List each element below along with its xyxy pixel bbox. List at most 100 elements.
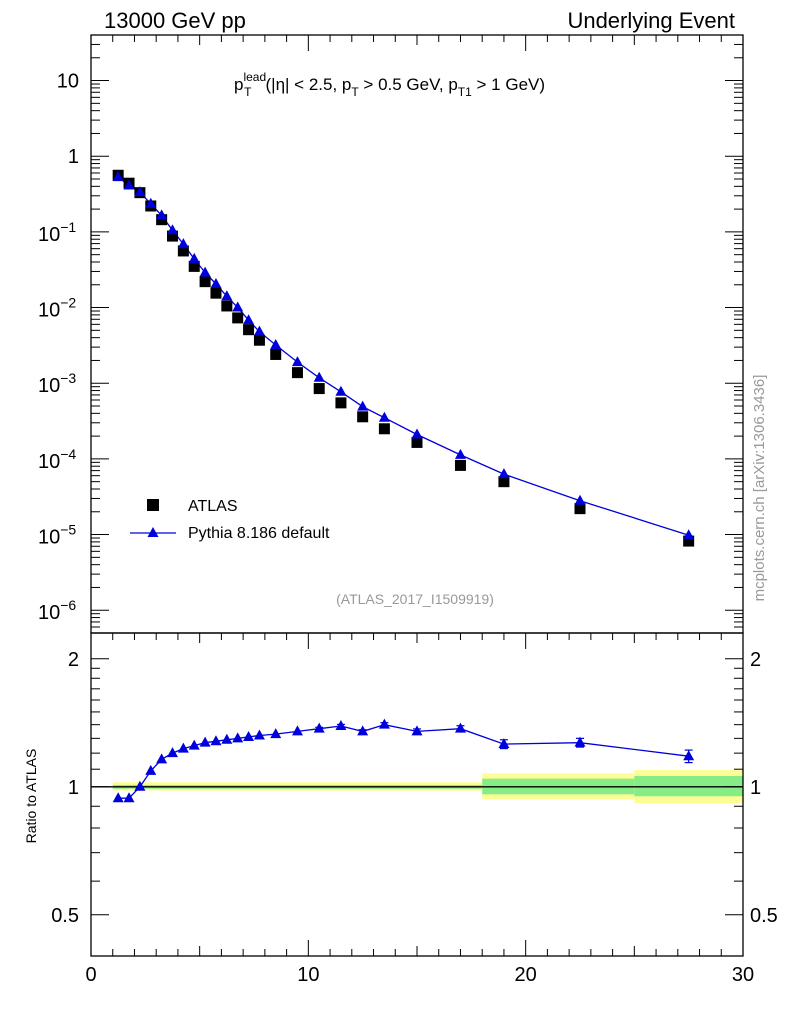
mc-data-point	[145, 197, 157, 208]
mc-data-point	[335, 385, 347, 396]
atlas-data-point	[156, 214, 168, 226]
main-y-tick-label: 10−6	[38, 597, 76, 624]
ratio-y-tick-label: 1	[68, 777, 79, 799]
atlas-data-point	[167, 230, 178, 242]
ratio-mc-point	[378, 718, 390, 729]
mc-data-point	[188, 252, 200, 263]
atlas-data-point	[335, 397, 347, 409]
ratio-mc-point	[134, 780, 146, 791]
mc-data-point	[574, 494, 586, 505]
mc-data-point	[313, 371, 325, 382]
atlas-data-point	[188, 260, 200, 272]
ratio-mc-point	[574, 736, 586, 747]
mc-data-point	[243, 314, 255, 325]
main-y-tick-label: 10−3	[38, 370, 76, 397]
mc-data-point	[167, 224, 178, 235]
atlas-data-point	[199, 276, 211, 288]
ratio-mc-point	[270, 728, 282, 739]
legend-mc-label: Pythia 8.186 default	[188, 525, 330, 542]
main-y-tick-label: 10	[57, 71, 79, 93]
atlas-data-point	[291, 367, 303, 379]
ratio-mc-point	[123, 792, 135, 803]
mc-data-point	[210, 277, 222, 288]
mc-data-point	[112, 171, 124, 182]
ratio-mc-point	[313, 722, 325, 733]
ratio-mc-point	[221, 733, 233, 744]
header-left-label: 13000 GeV pp	[104, 8, 246, 33]
x-tick-label: 20	[515, 964, 537, 986]
atlas-data-point	[243, 324, 255, 336]
ratio-mc-point	[199, 736, 211, 747]
ratio-y-tick-label-right: 1	[750, 777, 761, 799]
ratio-mc-point	[253, 729, 265, 740]
ratio-mc-point	[232, 732, 244, 743]
atlas-data-point	[683, 535, 695, 547]
atlas-data-point	[454, 459, 466, 471]
mc-data-point	[357, 400, 369, 411]
atlas-data-point	[411, 436, 423, 448]
mc-data-point	[291, 356, 303, 367]
mc-data-point	[270, 338, 282, 349]
ratio-mc-point	[357, 725, 369, 736]
main-panel-frame	[90, 34, 744, 634]
ratio-mc-point	[156, 753, 168, 764]
atlas-data-point	[253, 334, 265, 346]
ratio-y-tick-label-right: 2	[750, 649, 761, 671]
ratio-mc-point	[454, 722, 466, 733]
ratio-y-tick-label: 2	[68, 649, 79, 671]
ratio-mc-point	[335, 719, 347, 730]
side-source-label: mcplots.cern.ch [arXiv:1306.3436]	[751, 375, 768, 602]
legend: ATLAS Pythia 8.186 default	[130, 498, 330, 542]
ratio-y-axis-label: Ratio to ATLAS	[23, 749, 39, 844]
atlas-data-point	[378, 423, 390, 435]
mc-data-point	[498, 468, 510, 479]
atlas-data-point	[270, 348, 282, 360]
atlas-data-point	[574, 503, 586, 515]
ratio-mc-point	[411, 725, 423, 736]
ratio-mc-point	[167, 747, 178, 758]
atlas-data-point	[177, 245, 189, 257]
atlas-data-point	[498, 476, 510, 488]
atlas-data-point	[357, 411, 369, 423]
mc-series-line	[117, 176, 689, 536]
main-y-tick-label: 10−5	[38, 522, 76, 549]
mc-data-point	[156, 209, 168, 220]
mc-data-point	[683, 529, 695, 540]
mc-data-point	[134, 186, 146, 197]
ratio-mc-point	[498, 738, 510, 749]
atlas-data-point	[210, 287, 222, 299]
legend-atlas-label: ATLAS	[188, 498, 238, 515]
mc-data-point	[454, 448, 466, 459]
header-right-label: Underlying Event	[567, 8, 735, 33]
x-tick-label: 10	[297, 964, 319, 986]
ratio-mc-point	[683, 750, 695, 761]
main-y-tick-label: 10−4	[38, 446, 76, 473]
atlas-data-point	[232, 312, 244, 324]
mc-data-point	[253, 325, 265, 336]
mc-data-point	[411, 428, 423, 439]
x-tick-label: 30	[732, 964, 754, 986]
ratio-mc-point	[177, 742, 189, 753]
main-y-tick-label: 10−1	[38, 219, 76, 246]
ratio-mc-point	[210, 735, 222, 746]
mc-data-point	[199, 266, 211, 277]
analysis-tag: (ATLAS_2017_I1509919)	[336, 591, 494, 607]
ratio-mc-point	[112, 792, 124, 803]
ratio-y-tick-label-right: 0.5	[750, 905, 778, 927]
ratio-y-tick-label: 0.5	[51, 905, 79, 927]
legend-atlas-marker	[147, 499, 159, 511]
main-y-tick-label: 1	[68, 146, 79, 168]
mc-data-point	[221, 290, 233, 301]
x-tick-label: 0	[85, 964, 96, 986]
legend-mc-marker	[147, 527, 159, 537]
mc-data-point	[177, 238, 189, 249]
mc-data-point	[232, 301, 244, 312]
ratio-mc-point	[188, 739, 200, 750]
mc-data-point	[378, 411, 390, 422]
main-y-tick-label: 10−2	[38, 295, 76, 322]
mc-data-point	[123, 179, 135, 190]
atlas-data-point	[221, 300, 233, 312]
ratio-mc-point	[291, 725, 303, 736]
main-panel-title: plead T (|η| < 2.5, pT > 0.5 GeV, pT1 > 1 …	[234, 70, 545, 99]
